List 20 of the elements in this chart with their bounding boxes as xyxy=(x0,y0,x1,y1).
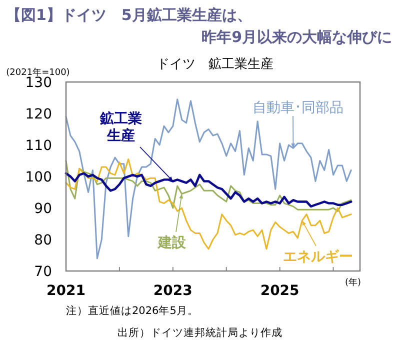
x-tick-label: 2023 xyxy=(153,283,192,299)
legend-label: エネルギー xyxy=(283,249,353,265)
y-tick-label: 80 xyxy=(34,232,52,248)
text: 建設 xyxy=(157,235,187,251)
y-axis-title: (2021年=100) xyxy=(6,67,70,78)
chart-title: 【図1】ドイツ 5月鉱工業生産は、昨年9月以来の大幅な伸びに xyxy=(6,5,392,48)
y-tick-label: 130 xyxy=(25,75,52,91)
y-tick-label: 100 xyxy=(25,170,52,186)
y-tick-label: 90 xyxy=(34,201,52,217)
x-axis-title: (年) xyxy=(344,277,362,288)
x-tick-label: 2025 xyxy=(260,283,300,299)
text: 注）直近値は2026年5月。 xyxy=(66,304,198,317)
y-tick-label: 110 xyxy=(25,138,52,154)
y-tick-label: 120 xyxy=(25,106,52,122)
text: 鉱工業生産 xyxy=(98,111,143,145)
series-label: 自動車･同部品 xyxy=(252,100,344,116)
text: 出所）ドイツ連邦統計局より作成 xyxy=(118,326,282,339)
y-tick-label: 70 xyxy=(34,264,52,280)
chart-subtitle: ドイツ 鉱工業生産 xyxy=(156,56,274,72)
x-tick-label: 2021 xyxy=(46,283,86,299)
